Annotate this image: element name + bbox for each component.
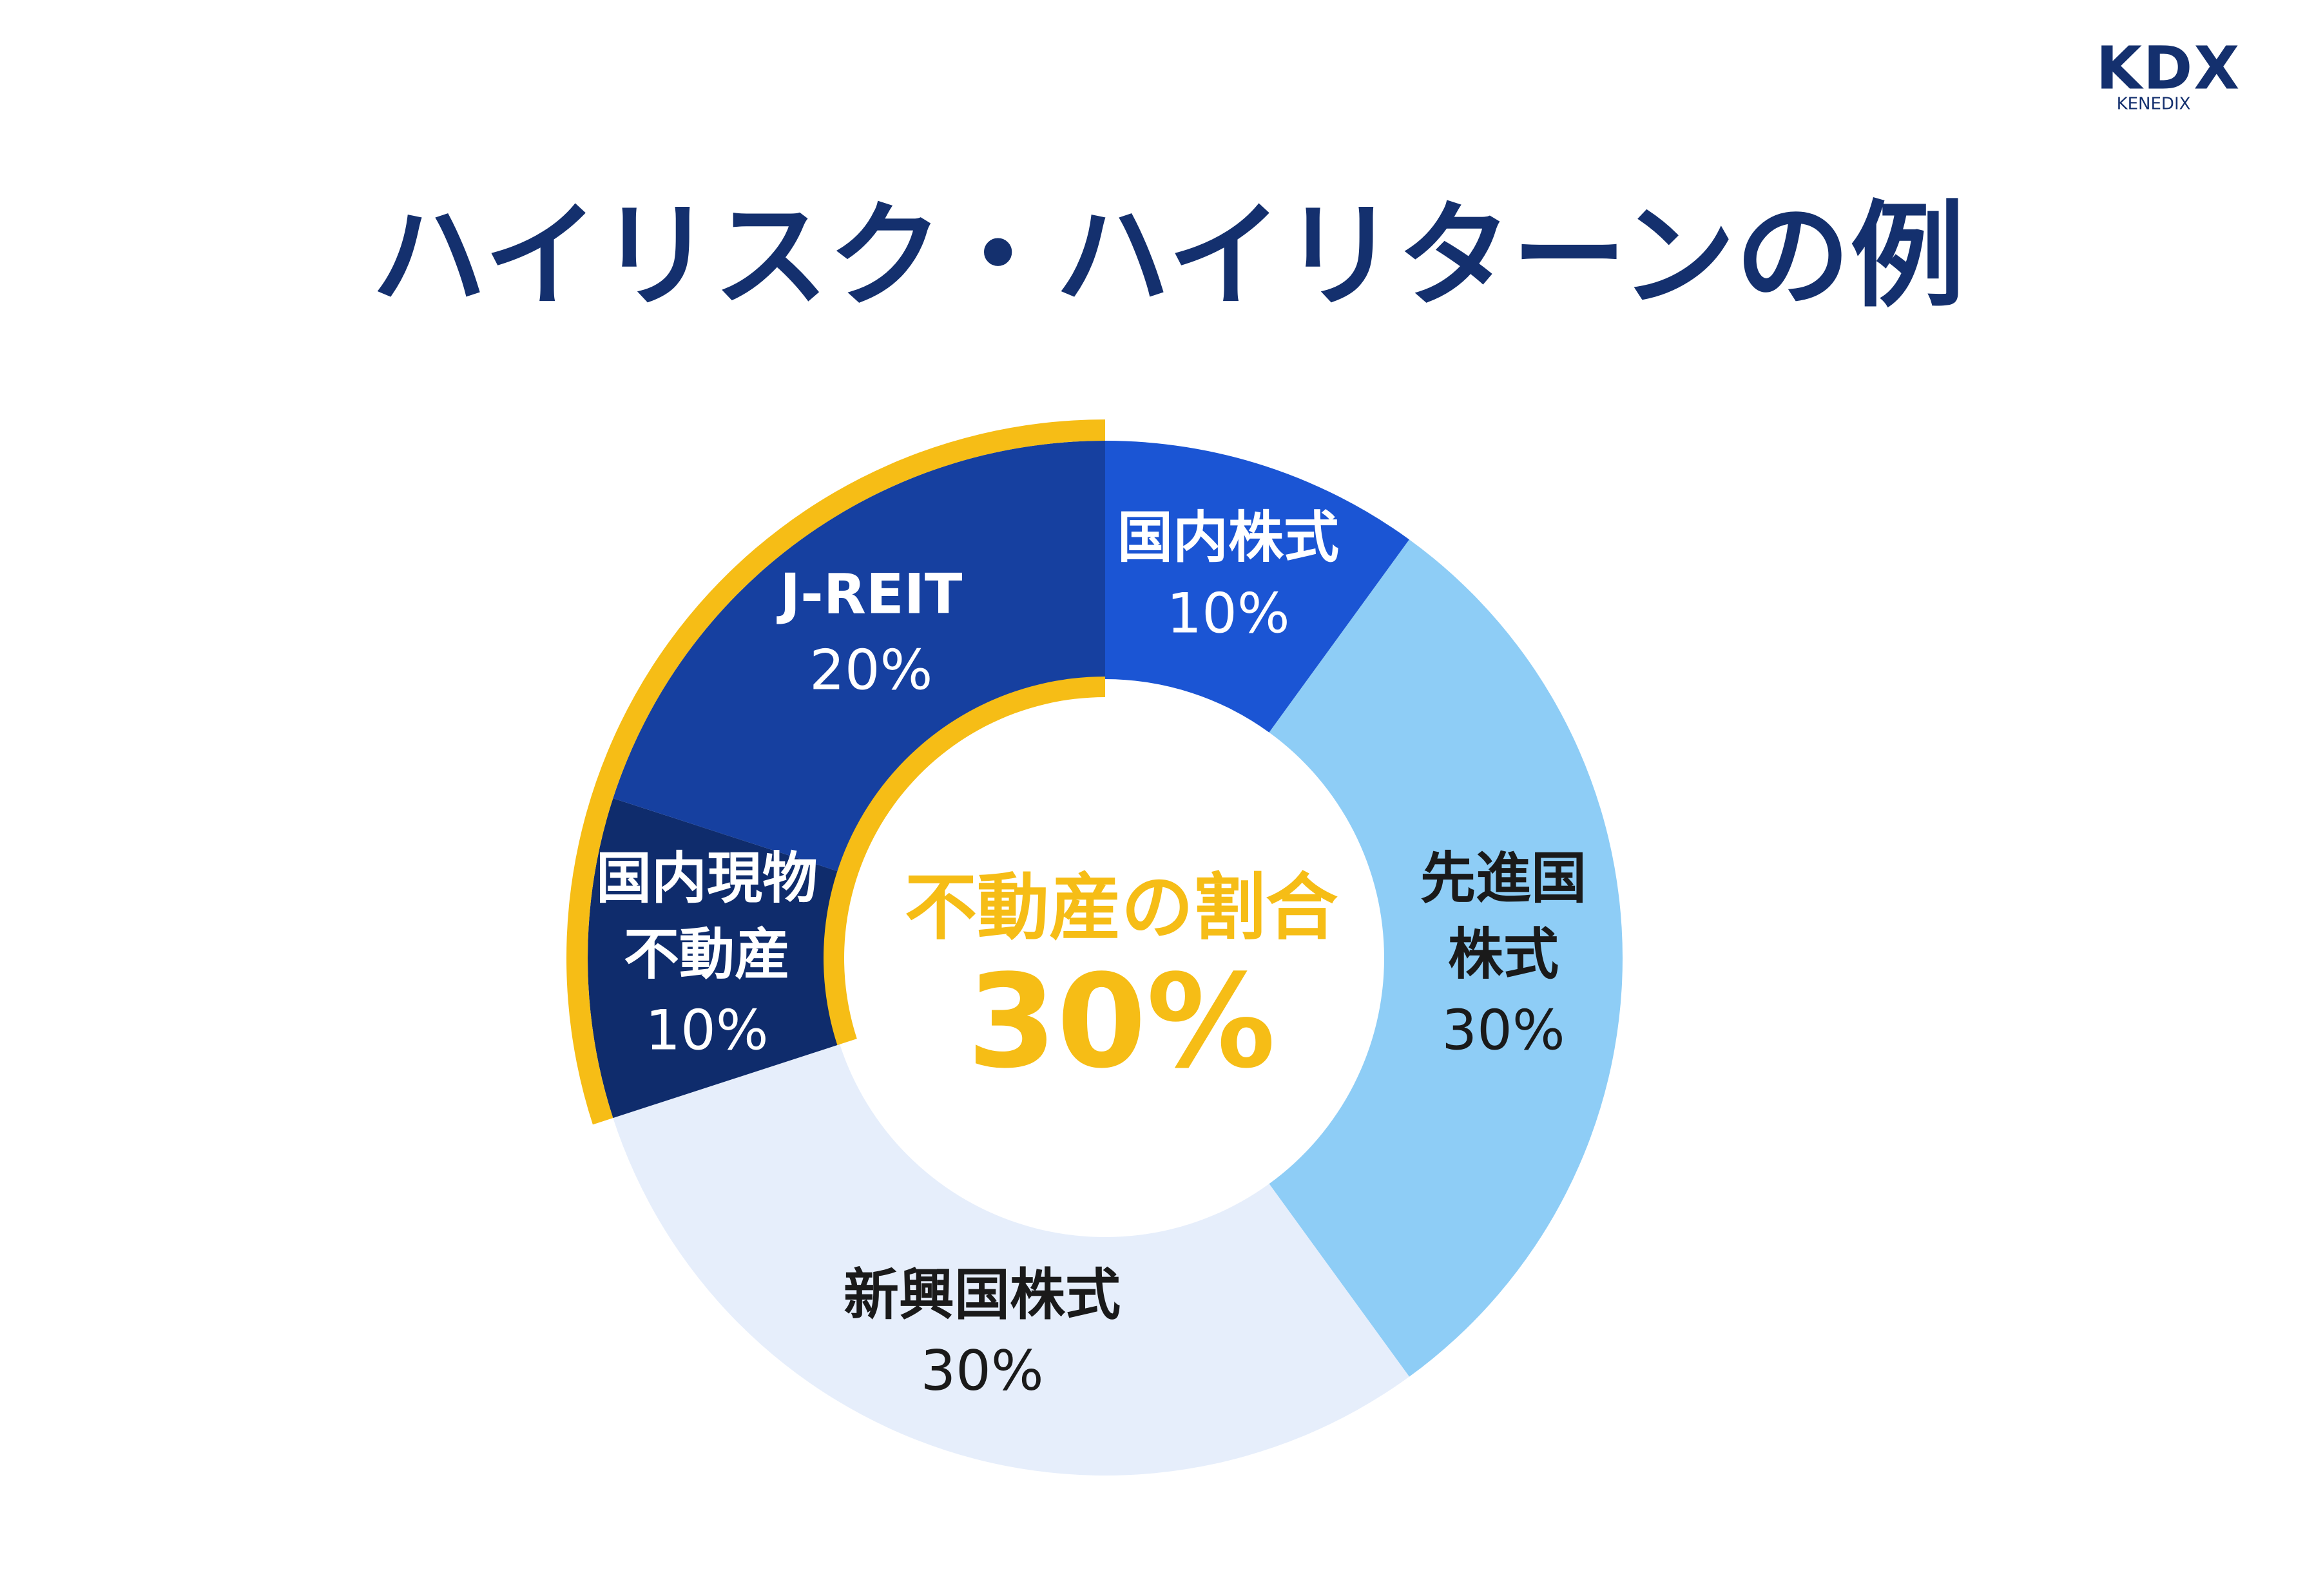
slice-label: 不動産 bbox=[624, 922, 790, 986]
slice-label: 株式 bbox=[1448, 922, 1559, 986]
slice bbox=[613, 441, 1105, 872]
value-label: 10% bbox=[1166, 582, 1289, 646]
slice-label: 先進国 bbox=[1420, 846, 1586, 910]
slice bbox=[1105, 441, 1409, 733]
chart-title: ハイリスク・ハイリターンの例 bbox=[372, 189, 1965, 323]
value-label: 20% bbox=[809, 638, 932, 702]
slice-label: J-REIT bbox=[776, 562, 963, 626]
center-label: 不動産の割合 bbox=[905, 866, 1338, 950]
value-label: 10% bbox=[645, 998, 768, 1062]
logo: KDX bbox=[2096, 34, 2241, 102]
slice-label: 新興国株式 bbox=[844, 1263, 1121, 1327]
value-label: 30% bbox=[1442, 998, 1565, 1062]
value-label: 30% bbox=[920, 1339, 1043, 1403]
slice bbox=[1269, 539, 1623, 1377]
slice bbox=[613, 1044, 1409, 1476]
slice-label: 国内現物 bbox=[596, 846, 818, 910]
logo-subname: KENEDIX bbox=[2117, 95, 2191, 114]
slice bbox=[588, 798, 840, 1119]
slice-label: 国内株式 bbox=[1117, 506, 1339, 570]
center-value: 30% bbox=[967, 947, 1276, 1097]
